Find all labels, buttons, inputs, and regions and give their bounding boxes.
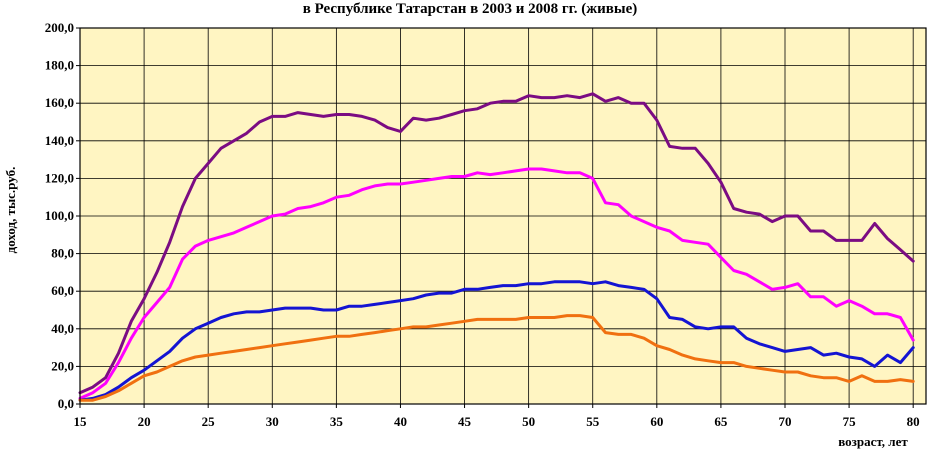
- chart-title: в Республике Татарстан в 2003 и 2008 гг.…: [303, 1, 638, 17]
- x-tick-label: 40: [394, 414, 407, 429]
- y-tick-label: 160,0: [45, 95, 74, 110]
- x-tick-label: 50: [522, 414, 535, 429]
- y-tick-label: 200,0: [45, 20, 74, 35]
- series-layer: [78, 92, 915, 402]
- y-tick-label: 180,0: [45, 58, 74, 73]
- x-tick-label: 70: [779, 414, 792, 429]
- x-tick-label: 35: [330, 414, 344, 429]
- y-tick-label: 100,0: [45, 208, 74, 223]
- x-tick-label: 30: [266, 414, 279, 429]
- y-tick-label: 20,0: [51, 358, 74, 373]
- series-line-3: [78, 280, 915, 402]
- x-tick-label: 45: [458, 414, 472, 429]
- x-axis-label: возраст, лет: [838, 434, 908, 449]
- x-tick-label: 20: [138, 414, 151, 429]
- y-axis-ticks: 0,0 20,0 40,0 60,0 80,0 100,0 120,0 140,0 160,0 1…: [45, 20, 80, 411]
- x-tick-label: 55: [586, 414, 600, 429]
- series-line-2: [78, 167, 915, 400]
- y-tick-label: 80,0: [51, 246, 74, 261]
- x-tick-label: 65: [714, 414, 728, 429]
- y-axis-label: доход, тыс.руб.: [3, 167, 18, 254]
- x-axis-ticks: 15 20 25 30 35 40 45 50 55 60 65 70 75 80: [74, 404, 920, 429]
- y-tick-label: 140,0: [45, 133, 74, 148]
- grid: [80, 28, 926, 404]
- y-tick-label: 120,0: [45, 170, 74, 185]
- y-tick-label: 0,0: [58, 396, 74, 411]
- x-tick-label: 25: [202, 414, 216, 429]
- series-line-4: [78, 314, 915, 402]
- x-tick-label: 75: [843, 414, 857, 429]
- x-tick-label: 80: [907, 414, 920, 429]
- series-line-1: [78, 92, 915, 395]
- y-tick-label: 40,0: [51, 321, 74, 336]
- y-tick-label: 60,0: [51, 283, 74, 298]
- x-tick-label: 15: [74, 414, 88, 429]
- x-tick-label: 60: [650, 414, 663, 429]
